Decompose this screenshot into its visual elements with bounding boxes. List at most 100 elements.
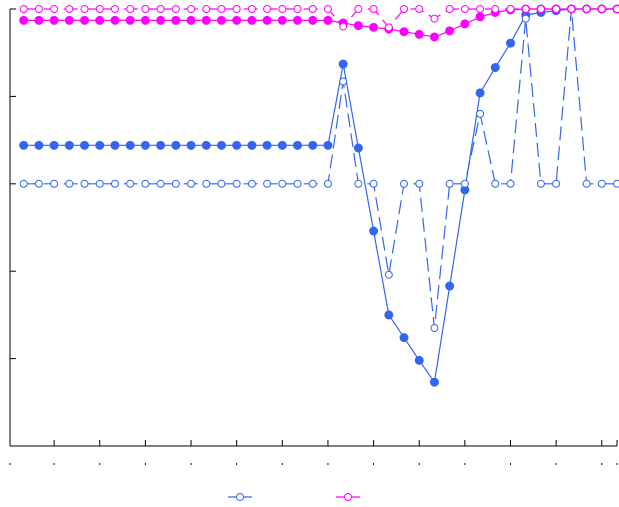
data-point [202, 179, 211, 188]
data-point [171, 140, 181, 150]
legend-swatch-marker [344, 493, 352, 501]
data-point [95, 140, 105, 150]
data-point [323, 140, 333, 150]
data-point [308, 15, 318, 25]
data-point [339, 77, 348, 86]
data-point [110, 5, 119, 13]
data-point [369, 5, 378, 13]
data-point [247, 15, 257, 25]
data-point [429, 32, 439, 42]
data-point [217, 179, 226, 188]
data-point [536, 5, 545, 13]
data-point [34, 140, 44, 150]
data-point [339, 22, 348, 31]
data-point [536, 179, 545, 188]
data-point [156, 5, 165, 13]
data-point [247, 5, 256, 13]
data-point [308, 5, 317, 13]
data-point [202, 5, 211, 13]
data-point [415, 179, 424, 188]
data-point [475, 88, 485, 98]
series-layer [19, 4, 619, 387]
data-point [460, 5, 469, 13]
data-point [491, 179, 500, 188]
series-3 [19, 5, 619, 32]
data-point [50, 5, 59, 13]
data-point [582, 5, 591, 13]
data-point [567, 5, 576, 13]
series-line [23, 8, 617, 29]
data-point [263, 179, 272, 188]
data-point [430, 324, 439, 333]
data-point [445, 281, 455, 291]
legend-item-1 [336, 493, 360, 501]
data-point [80, 140, 90, 150]
data-point [445, 26, 455, 36]
data-point [369, 226, 379, 236]
data-point [613, 179, 619, 188]
data-point [110, 140, 120, 150]
data-point [80, 179, 89, 188]
data-point [141, 5, 150, 13]
data-point [293, 179, 302, 188]
data-point [19, 15, 29, 25]
data-point [201, 140, 211, 150]
legend-item-0 [228, 493, 252, 501]
data-point [552, 5, 561, 13]
data-point [552, 179, 561, 188]
data-point [247, 140, 257, 150]
data-point [95, 179, 104, 188]
data-point [156, 140, 166, 150]
data-point [262, 15, 272, 25]
data-point [19, 140, 29, 150]
data-point [597, 5, 606, 13]
data-point [171, 179, 180, 188]
data-point [460, 179, 469, 188]
data-point [50, 179, 59, 188]
data-point [399, 333, 409, 343]
data-point [232, 140, 242, 150]
data-point [476, 5, 485, 13]
data-point [277, 15, 287, 25]
data-point [323, 15, 333, 25]
data-point [521, 5, 530, 13]
legend-swatch-marker [236, 493, 244, 501]
data-point [445, 179, 454, 188]
data-point [476, 109, 485, 118]
data-point [506, 5, 515, 13]
data-point [171, 15, 181, 25]
data-point [400, 179, 409, 188]
data-point [415, 5, 424, 13]
data-point [278, 5, 287, 13]
data-point [34, 15, 44, 25]
data-point [95, 5, 104, 13]
data-point [65, 5, 74, 13]
data-point [430, 14, 439, 23]
data-point [156, 15, 166, 25]
data-point [353, 143, 363, 153]
data-point [384, 23, 393, 32]
data-point [293, 5, 302, 13]
data-point [369, 22, 379, 32]
data-point [597, 179, 606, 188]
data-point [201, 15, 211, 25]
axes [9, 8, 618, 465]
data-point [125, 15, 135, 25]
series-1 [19, 5, 619, 333]
data-point [156, 179, 165, 188]
data-point [414, 355, 424, 365]
data-point [216, 15, 226, 25]
data-point [369, 179, 378, 188]
data-point [262, 140, 272, 150]
data-point [65, 179, 74, 188]
data-point [186, 140, 196, 150]
data-point [263, 5, 272, 13]
data-point [278, 179, 287, 188]
data-point [308, 140, 318, 150]
data-point [323, 5, 332, 13]
data-point [126, 5, 135, 13]
data-point [49, 140, 59, 150]
data-point [110, 15, 120, 25]
data-point [216, 140, 226, 150]
